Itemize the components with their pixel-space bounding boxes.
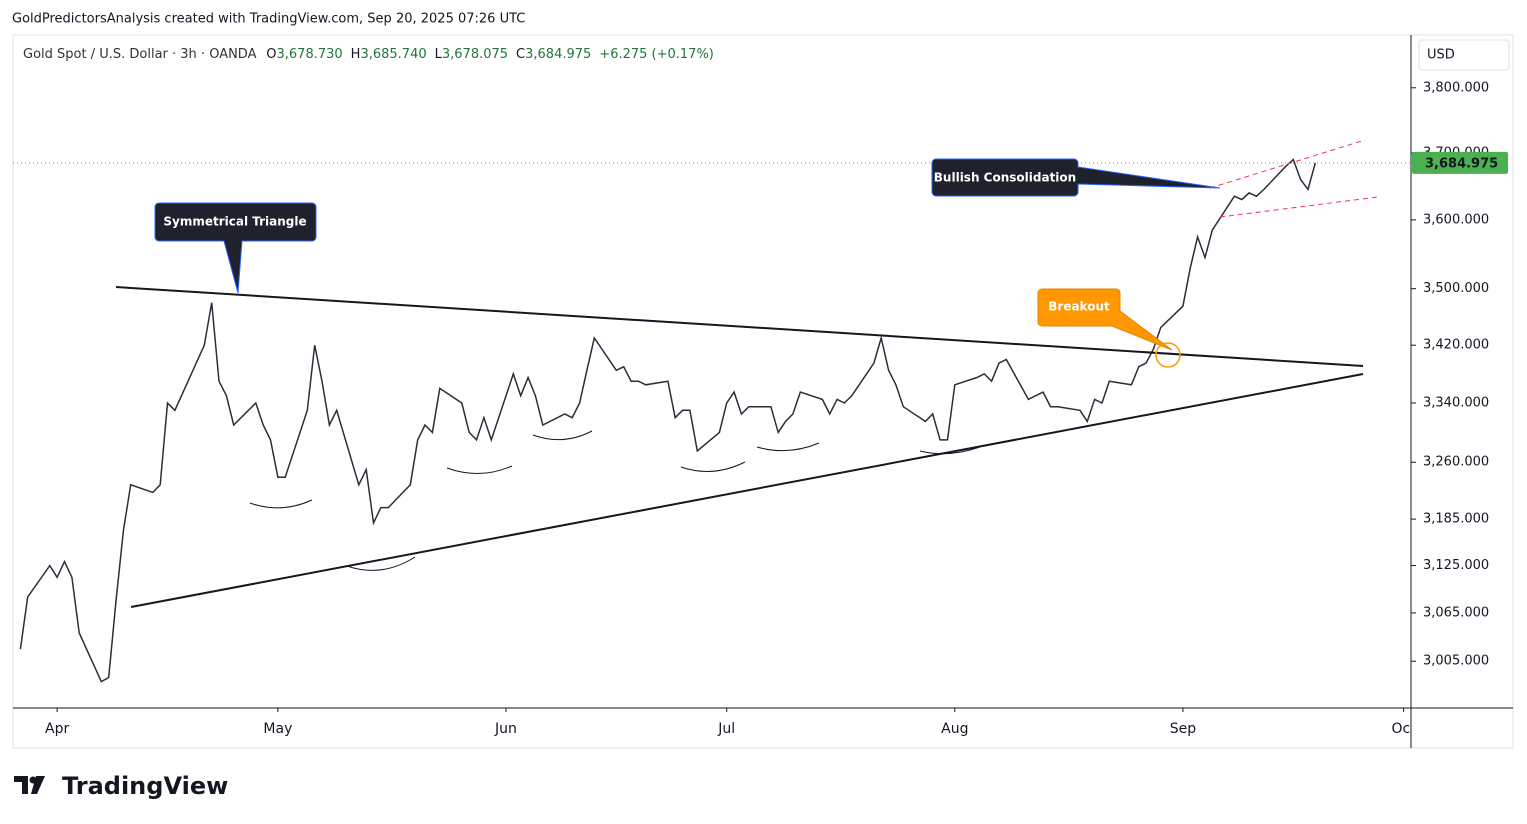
logo-dot: [29, 776, 37, 784]
symbol: Gold Spot / U.S. Dollar · 3h · OANDA: [23, 47, 257, 62]
swing-lows: [249, 430, 981, 571]
y-tick-label: 3,420.000: [1423, 338, 1489, 353]
channel-lower: [1219, 196, 1379, 218]
triangle-lower: [130, 373, 1364, 608]
logo-mark: [14, 776, 45, 794]
y-tick-label: 3,800.000: [1423, 80, 1489, 95]
y-tick-label: 3,185.000: [1423, 512, 1489, 527]
callout-triangle: [154, 202, 317, 294]
y-tick-label: 3,065.000: [1423, 605, 1489, 620]
time-axis: Apr May Jun Jul Aug Sep Oct: [45, 708, 1417, 737]
breakout-circle: [1155, 342, 1181, 368]
ohlc-value: 3,685.740: [360, 47, 426, 62]
annotation: Bullish Consolidation: [934, 171, 1076, 185]
callout-consolidation: [931, 158, 1221, 197]
y-tick-label: 3,005.000: [1423, 654, 1489, 669]
brand: TradingView: [62, 772, 228, 800]
x-tick-label: Sep: [1170, 721, 1197, 737]
triangle-upper: [115, 286, 1364, 367]
chart-frame: [12, 34, 1514, 749]
x-tick-label: Apr: [45, 721, 69, 737]
x-tick-label: Oct: [1392, 721, 1417, 737]
y-tick-label: 3,600.000: [1423, 212, 1489, 227]
drawings: [115, 139, 1379, 608]
ohlc-value: 3,678.075: [442, 47, 508, 62]
y-tick-label: 3,125.000: [1423, 558, 1489, 573]
y-tick-label: 3,260.000: [1423, 455, 1489, 470]
y-tick-label: 3,340.000: [1423, 396, 1489, 411]
annotation: Breakout: [1048, 300, 1110, 314]
ohlc-key: O: [266, 47, 276, 62]
x-tick-label: Aug: [941, 721, 968, 737]
price-line: [19, 158, 1317, 683]
callout-breakout: [1037, 288, 1173, 351]
x-tick-label: Jul: [717, 721, 735, 737]
x-tick-label: Jun: [494, 721, 517, 737]
channel-upper: [1209, 139, 1366, 189]
credit: GoldPredictorsAnalysis created with Trad…: [12, 12, 525, 27]
change: +6.275 (+0.17%): [599, 47, 714, 62]
ohlc-value: 3,678.730: [277, 47, 343, 62]
logo: TradingView: [14, 772, 228, 800]
plot: [13, 158, 1411, 683]
ohlc-value: 3,684.975: [525, 47, 591, 62]
callouts: Symmetrical Triangle Bullish Consolidati…: [154, 158, 1221, 351]
y-tick-label: 3,500.000: [1423, 281, 1489, 296]
legend: Gold Spot / U.S. Dollar · 3h · OANDA O3,6…: [23, 47, 714, 62]
ohlc-key: H: [351, 47, 361, 62]
currency-box[interactable]: [1418, 39, 1510, 71]
last-price-box: [1412, 151, 1508, 174]
last-price-label: 3,684.975: [1425, 156, 1498, 171]
x-tick-label: May: [263, 721, 292, 737]
ohlc-key: C: [516, 47, 525, 62]
annotation: Symmetrical Triangle: [163, 215, 306, 229]
currency: USD: [1427, 48, 1455, 63]
ohlc-key: L: [435, 47, 443, 62]
